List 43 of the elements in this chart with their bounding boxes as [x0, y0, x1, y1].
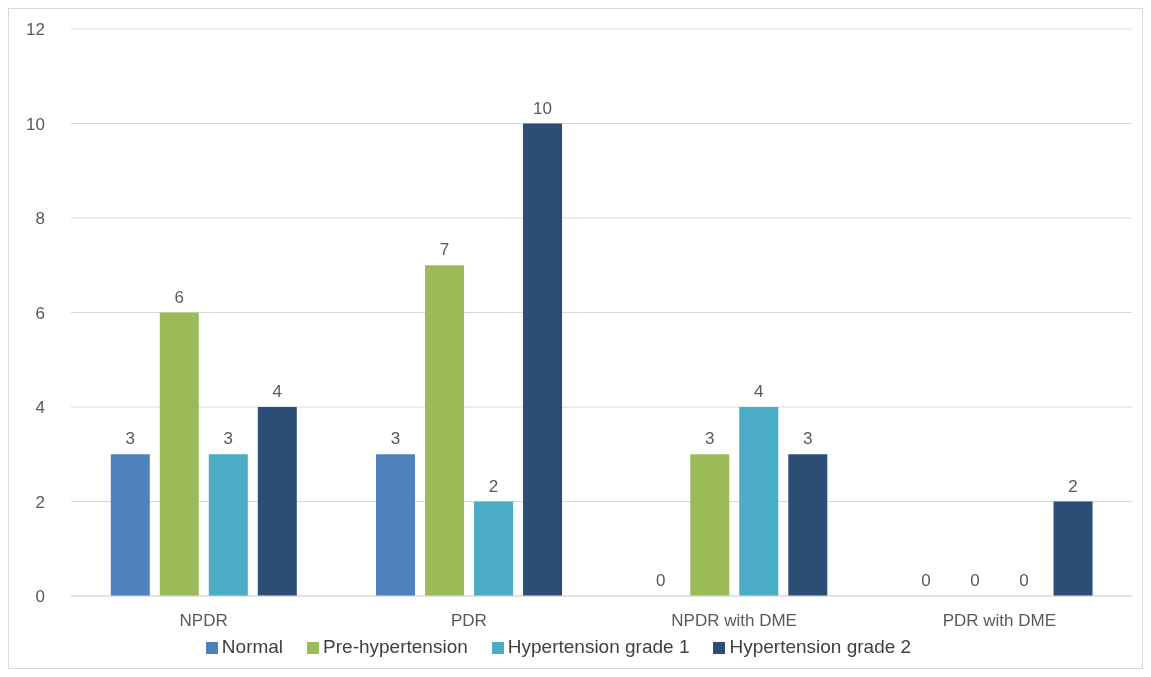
data-label: 0 — [921, 571, 931, 590]
legend-label: Pre-hypertension — [323, 636, 468, 657]
bar — [159, 312, 199, 596]
bar — [425, 265, 465, 596]
bar — [208, 454, 248, 596]
y-tick-label: 8 — [35, 209, 45, 229]
y-tick-label: 4 — [35, 398, 45, 418]
data-label: 6 — [174, 287, 185, 307]
data-label: 10 — [533, 98, 552, 118]
data-label: 0 — [970, 571, 980, 590]
data-label: 0 — [1019, 571, 1029, 590]
bar — [788, 454, 828, 596]
bar — [1053, 501, 1093, 596]
data-label: 7 — [439, 240, 450, 260]
data-label: 3 — [705, 429, 715, 449]
y-tick-label: 10 — [26, 114, 45, 134]
bar — [257, 407, 297, 596]
data-label: 3 — [390, 429, 401, 449]
y-tick-label: 6 — [35, 303, 45, 323]
legend-label: Hypertension grade 2 — [729, 636, 912, 657]
data-label: 0 — [656, 571, 666, 590]
bar — [474, 501, 514, 596]
x-tick-label: PDR — [450, 611, 487, 631]
data-label: 4 — [272, 382, 283, 401]
legend-label: Normal — [221, 636, 284, 657]
bar — [110, 454, 150, 596]
bar — [739, 407, 779, 596]
y-tick-label: 2 — [35, 492, 45, 512]
bar — [523, 123, 563, 596]
data-label: 3 — [223, 429, 234, 449]
data-label: 4 — [754, 382, 764, 401]
x-tick-label: NPDR — [179, 611, 228, 631]
data-label: 3 — [803, 429, 813, 449]
data-label: 3 — [125, 429, 136, 449]
x-tick-label: PDR with DME — [942, 611, 1057, 631]
legend-label: Hypertension grade 1 — [507, 636, 690, 657]
data-label: 2 — [1068, 476, 1078, 496]
x-tick-label: NPDR with DME — [671, 611, 797, 631]
bar — [376, 454, 416, 596]
data-label: 2 — [488, 476, 499, 496]
y-tick-label: 0 — [35, 587, 45, 607]
bar — [690, 454, 730, 596]
y-tick-label: 12 — [26, 20, 45, 40]
